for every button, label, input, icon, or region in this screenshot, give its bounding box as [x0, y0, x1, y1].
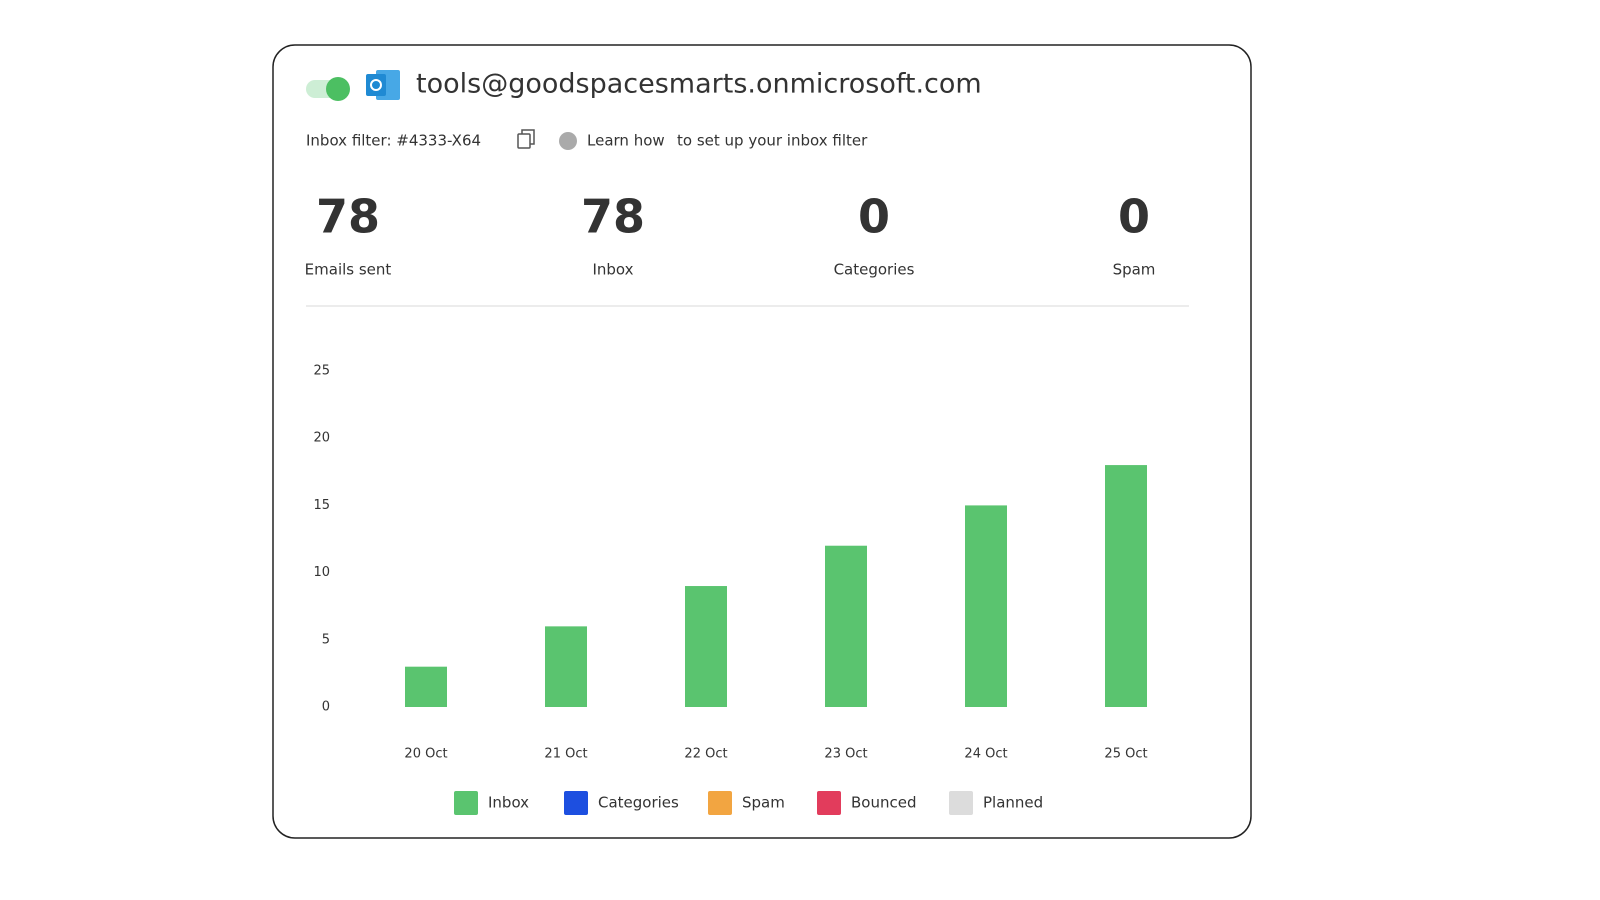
filter-label: Inbox filter: #4333-X64 [306, 132, 481, 150]
legend-label: Inbox [488, 794, 529, 812]
bar [1105, 465, 1147, 707]
card [272, 44, 1252, 839]
legend-label: Categories [598, 794, 679, 812]
legend-swatch [949, 791, 973, 815]
legend-label: Bounced [851, 794, 916, 812]
bar [965, 505, 1007, 707]
legend-label: Spam [742, 794, 785, 812]
x-tick-label: 21 Oct [544, 747, 587, 762]
stat-label: Emails sent [305, 261, 392, 279]
stat-label: Categories [834, 261, 915, 279]
info-icon [559, 132, 577, 150]
stat-value: 0 [858, 190, 890, 244]
stat-value: 78 [581, 190, 645, 244]
stat-value: 78 [316, 190, 380, 244]
bar [825, 545, 867, 707]
y-tick-label: 10 [313, 565, 330, 580]
copy-icon[interactable] [517, 129, 535, 149]
y-tick-label: 20 [313, 431, 330, 446]
y-tick-label: 0 [322, 700, 330, 715]
y-tick-label: 15 [313, 498, 330, 513]
bar [685, 586, 727, 707]
outlook-icon [366, 70, 400, 100]
x-tick-label: 22 Oct [684, 747, 727, 762]
bar [405, 666, 447, 707]
y-tick-label: 25 [313, 364, 330, 379]
legend-swatch [817, 791, 841, 815]
x-tick-label: 23 Oct [824, 747, 867, 762]
learn-link[interactable]: Learn how [587, 132, 665, 150]
x-tick-label: 25 Oct [1104, 747, 1147, 762]
x-tick-label: 24 Oct [964, 747, 1007, 762]
toggle[interactable] [306, 77, 350, 101]
legend-swatch [708, 791, 732, 815]
learn-text: to set up your inbox filter [677, 132, 868, 150]
legend-swatch [454, 791, 478, 815]
x-tick-label: 20 Oct [404, 747, 447, 762]
stat-value: 0 [1118, 190, 1150, 244]
stat-label: Spam [1113, 261, 1156, 279]
legend-swatch [564, 791, 588, 815]
legend-label: Planned [983, 794, 1043, 812]
stat-label: Inbox [592, 261, 633, 279]
bar [545, 626, 587, 707]
y-tick-label: 5 [322, 632, 330, 647]
account-email: tools@goodspacesmarts.onmicrosoft.com [416, 69, 982, 100]
